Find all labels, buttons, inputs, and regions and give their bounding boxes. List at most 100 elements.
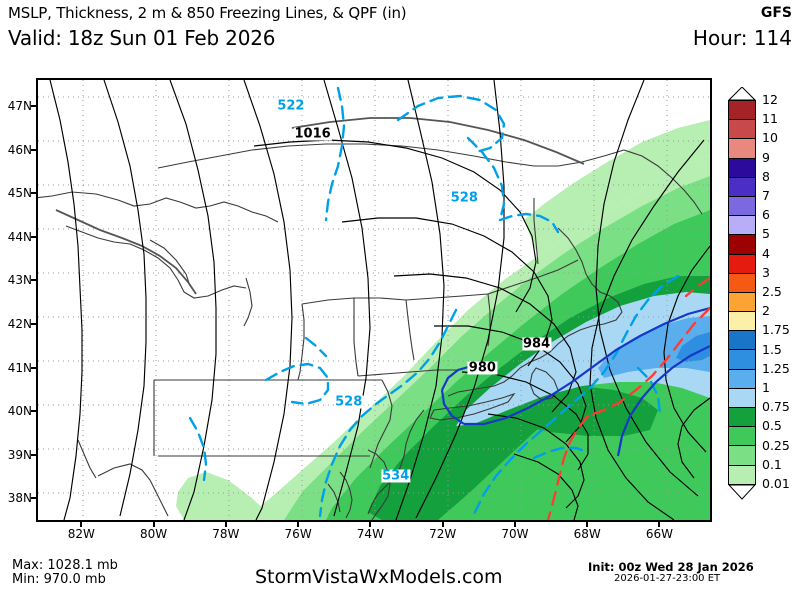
colorbar-swatch[interactable] — [728, 426, 756, 447]
colorbar-tick-label: 0.1 — [762, 456, 782, 472]
mslp-contour-label: 984 — [522, 336, 552, 352]
colorbar-tick-label: 10 — [762, 130, 778, 146]
colorbar-swatch[interactable] — [728, 234, 756, 255]
qpf-colorbar[interactable] — [727, 86, 757, 500]
qpf-band-0.75 — [456, 292, 710, 426]
lat-tick-mark — [31, 105, 36, 108]
mslp-contour-label: 1016 — [293, 126, 332, 142]
lon-tick-mark — [513, 522, 516, 527]
political-borders — [55, 117, 585, 295]
lat-tick-label: 42N — [7, 316, 32, 331]
lon-tick-label: 68W — [573, 527, 601, 541]
lon-tick-mark — [441, 522, 444, 527]
max-pressure-label: Max: 1028.1 mb — [12, 558, 118, 573]
colorbar-top-arrow — [727, 86, 757, 101]
colorbar-swatch[interactable] — [728, 464, 756, 485]
thickness-contour-label: 522 — [276, 98, 306, 114]
colorbar-swatch[interactable] — [728, 387, 756, 408]
qpf-band-0.01-sw — [176, 472, 274, 520]
lat-tick-mark — [31, 453, 36, 456]
lon-tick-label: 74W — [356, 527, 384, 541]
colorbar-tick-label: 0.5 — [762, 418, 782, 434]
lon-tick-mark — [586, 522, 589, 527]
colorbar-tick-label: 6 — [762, 207, 770, 223]
colorbar-tick-label: 1.5 — [762, 341, 782, 357]
lat-tick-mark — [31, 148, 36, 151]
valid-time-label: Valid: 18z Sun 01 Feb 2026 — [8, 26, 276, 50]
qpf-band-1.25 — [676, 332, 710, 362]
colorbar-swatch[interactable] — [728, 368, 756, 389]
lat-tick-mark — [31, 235, 36, 238]
mslp-contour-label: 980 — [467, 360, 497, 376]
colorbar-tick-label: 2 — [762, 303, 770, 319]
colorbar-swatch[interactable] — [728, 157, 756, 178]
colorbar-swatch[interactable] — [728, 119, 756, 140]
lon-tick-label: 66W — [645, 527, 673, 541]
colorbar-swatch[interactable] — [728, 311, 756, 332]
weather-map[interactable]: 1016 984 980 522 528 528 534 — [36, 78, 712, 522]
lon-tick-label: 76W — [284, 527, 312, 541]
lat-tick-label: 41N — [7, 360, 32, 375]
model-name-label: GFS — [760, 5, 792, 21]
lat-tick-mark — [31, 322, 36, 325]
lat-tick-label: 47N — [7, 99, 32, 114]
lat-tick-label: 39N — [7, 447, 32, 462]
lat-tick-label: 46N — [7, 142, 32, 157]
lat-tick-label: 38N — [7, 491, 32, 506]
lon-tick-label: 80W — [140, 527, 168, 541]
lat-tick-label: 43N — [7, 273, 32, 288]
colorbar-tick-label: 2.5 — [762, 284, 782, 299]
brand-watermark: StormVistaWxModels.com — [255, 566, 503, 588]
lon-tick-label: 82W — [67, 527, 95, 541]
colorbar-swatch[interactable] — [728, 445, 756, 466]
colorbar-tick-label: 0.25 — [762, 437, 790, 453]
colorbar-swatch[interactable] — [728, 253, 756, 274]
lon-tick-mark — [658, 522, 661, 527]
page-title: MSLP, Thickness, 2 m & 850 Freezing Line… — [8, 4, 407, 22]
thickness-contour-label: 528 — [334, 394, 364, 410]
chart-header: MSLP, Thickness, 2 m & 850 Freezing Line… — [0, 0, 800, 60]
colorbar-swatch[interactable] — [728, 176, 756, 197]
colorbar-tick-label: 1.75 — [762, 322, 790, 338]
lat-tick-mark — [31, 192, 36, 195]
forecast-hour-label: Hour: 114 — [692, 26, 792, 50]
lat-tick-label: 45N — [7, 186, 32, 201]
min-pressure-label: Min: 970.0 mb — [12, 572, 106, 587]
colorbar-swatch[interactable] — [728, 195, 756, 217]
colorbar-tick-label: 3 — [762, 264, 770, 280]
colorbar-bottom-arrow — [727, 484, 757, 500]
freezing-line-850 — [546, 276, 710, 520]
lon-tick-label: 70W — [501, 527, 529, 541]
colorbar-swatch[interactable] — [728, 272, 756, 293]
colorbar-tick-label: 5 — [762, 226, 770, 242]
colorbar-tick-label: 4 — [762, 245, 770, 261]
colorbar-swatch[interactable] — [728, 349, 756, 370]
colorbar-tick-label: 9 — [762, 149, 770, 165]
colorbar-tick-label: 0.01 — [762, 476, 790, 491]
lon-tick-mark — [297, 522, 300, 527]
colorbar-swatch[interactable] — [728, 407, 756, 428]
lat-tick-label: 44N — [7, 229, 32, 244]
lat-tick-mark — [31, 410, 36, 413]
colorbar-swatch[interactable] — [728, 330, 756, 351]
init-time-sublabel: 2026-01-27-23:00 ET — [614, 573, 721, 584]
geography-outlines — [38, 143, 703, 520]
lon-tick-mark — [152, 522, 155, 527]
colorbar-swatch[interactable] — [728, 215, 756, 236]
thickness-contour-label: 528 — [449, 190, 479, 206]
lon-tick-mark — [369, 522, 372, 527]
freezing-line-2m — [440, 306, 710, 457]
colorbar-tick-label: 8 — [762, 168, 770, 184]
lon-tick-mark — [224, 522, 227, 527]
colorbar-swatch[interactable] — [728, 291, 756, 313]
colorbar-tick-label: 1.25 — [762, 360, 790, 376]
lat-tick-mark — [31, 279, 36, 282]
lat-tick-mark — [31, 366, 36, 369]
lat-tick-label: 40N — [7, 404, 32, 419]
thickness-contour-label: 534 — [381, 468, 411, 484]
init-time-label: Init: 00z Wed 28 Jan 2026 — [588, 560, 754, 574]
colorbar-swatch[interactable] — [728, 138, 756, 159]
lon-tick-label: 72W — [429, 527, 457, 541]
colorbar-swatch[interactable] — [728, 100, 756, 121]
colorbar-tick-label: 1 — [762, 380, 770, 395]
